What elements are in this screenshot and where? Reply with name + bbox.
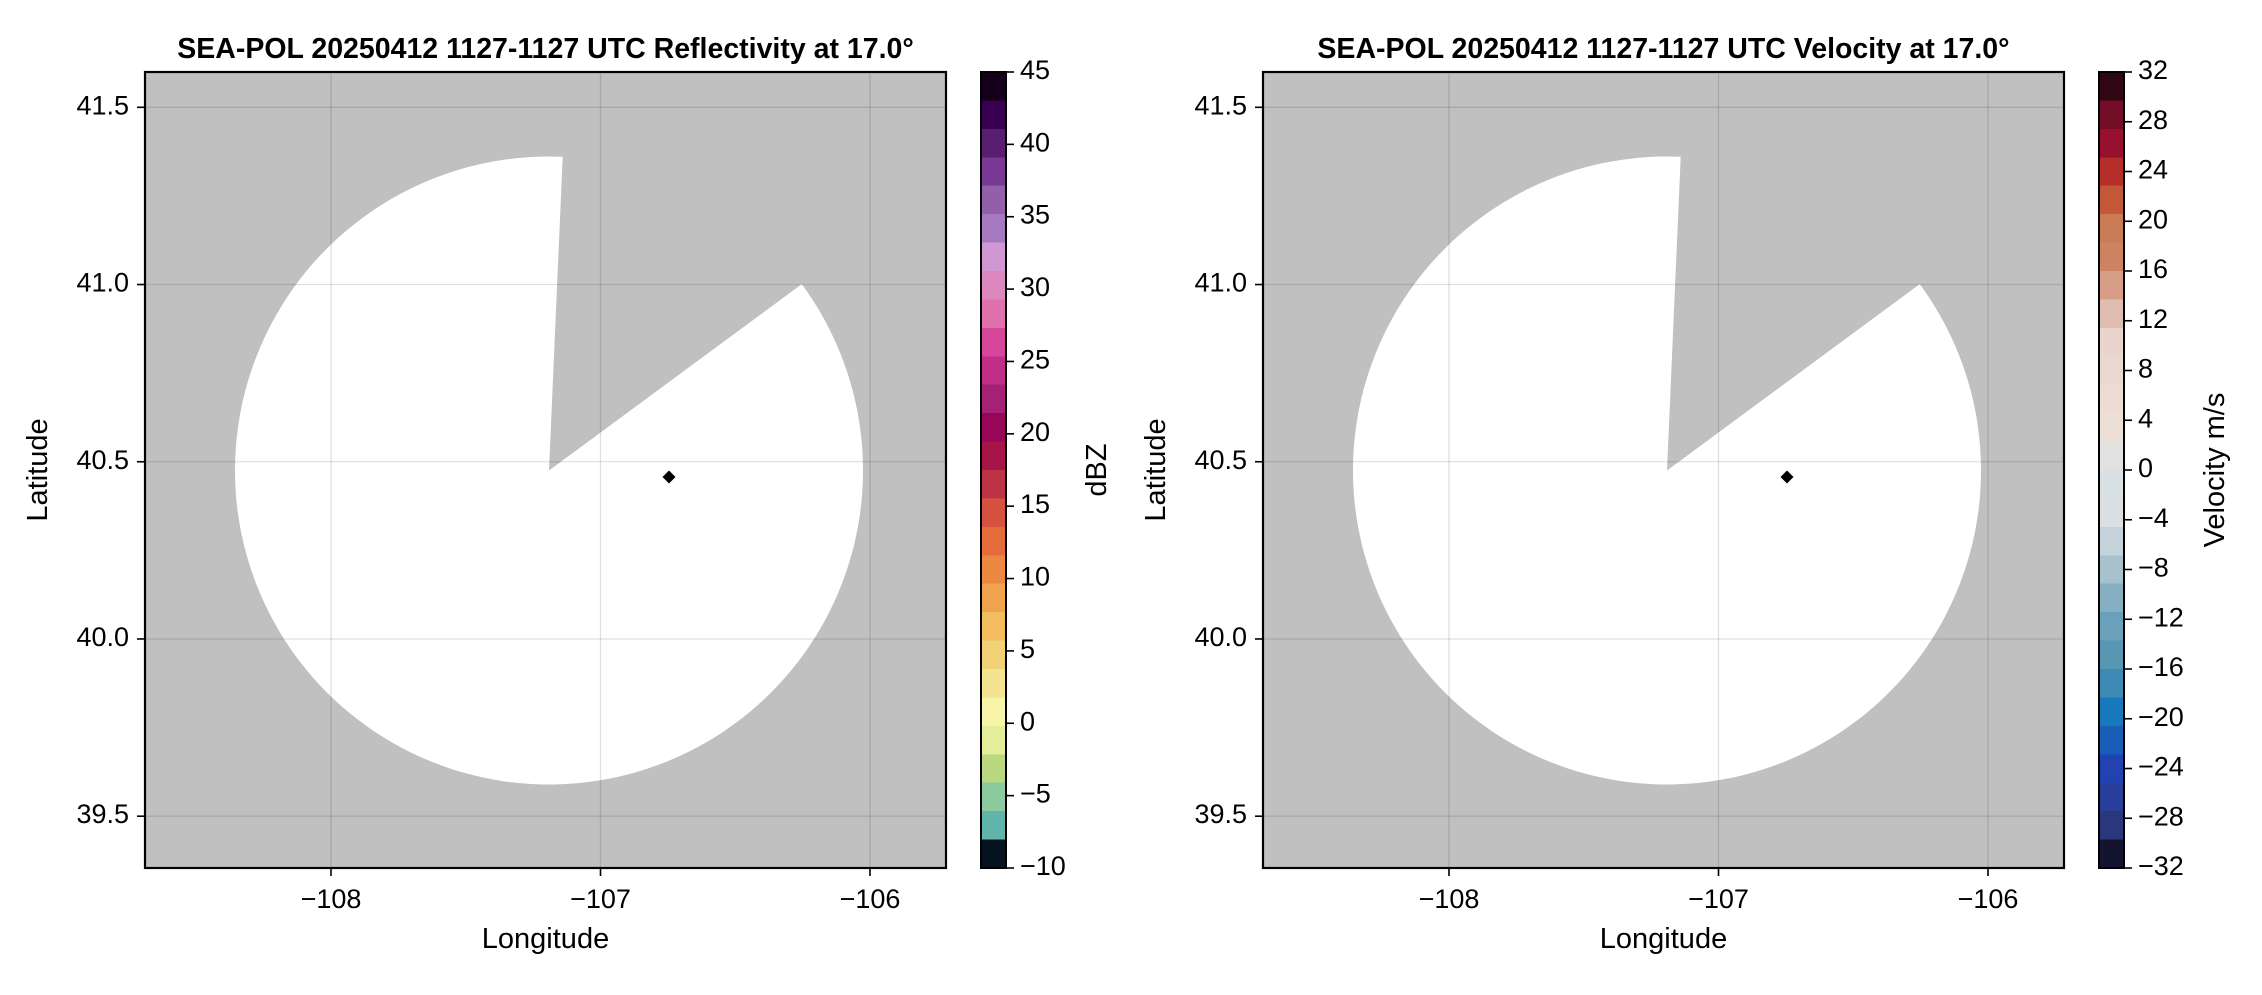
- svg-text:0: 0: [1020, 706, 1035, 736]
- svg-text:25: 25: [1020, 344, 1050, 374]
- svg-text:0: 0: [2138, 453, 2153, 483]
- svg-text:−107: −107: [1688, 884, 1749, 914]
- svg-text:24: 24: [2138, 155, 2168, 185]
- svg-text:−108: −108: [301, 884, 362, 914]
- svg-text:8: 8: [2138, 354, 2153, 384]
- svg-text:−106: −106: [1958, 884, 2019, 914]
- svg-text:dBZ: dBZ: [1081, 443, 1113, 496]
- svg-text:SEA-POL 20250412 1127-1127 UTC: SEA-POL 20250412 1127-1127 UTC Reflectiv…: [177, 33, 913, 65]
- svg-text:−12: −12: [2138, 602, 2184, 632]
- svg-text:Velocity m/s: Velocity m/s: [2199, 393, 2231, 548]
- svg-text:39.5: 39.5: [76, 799, 129, 829]
- svg-text:30: 30: [1020, 272, 1050, 302]
- svg-text:4: 4: [2138, 403, 2153, 433]
- svg-text:12: 12: [2138, 304, 2168, 334]
- svg-text:−32: −32: [2138, 851, 2184, 881]
- svg-text:41.0: 41.0: [1194, 268, 1247, 298]
- svg-text:10: 10: [1020, 562, 1050, 592]
- svg-text:Longitude: Longitude: [482, 923, 609, 955]
- svg-text:Longitude: Longitude: [1600, 923, 1727, 955]
- svg-text:41.0: 41.0: [76, 268, 129, 298]
- svg-text:16: 16: [2138, 254, 2168, 284]
- svg-text:15: 15: [1020, 489, 1050, 519]
- svg-text:−5: −5: [1020, 779, 1051, 809]
- svg-text:−24: −24: [2138, 752, 2184, 782]
- svg-text:−108: −108: [1419, 884, 1480, 914]
- svg-text:45: 45: [1020, 55, 1050, 85]
- svg-text:32: 32: [2138, 55, 2168, 85]
- svg-text:−28: −28: [2138, 801, 2184, 831]
- svg-text:20: 20: [2138, 204, 2168, 234]
- svg-text:39.5: 39.5: [1194, 799, 1247, 829]
- svg-text:40.0: 40.0: [1194, 622, 1247, 652]
- svg-text:−8: −8: [2138, 553, 2169, 583]
- svg-text:28: 28: [2138, 105, 2168, 135]
- svg-text:40.5: 40.5: [76, 445, 129, 475]
- svg-text:40: 40: [1020, 127, 1050, 157]
- svg-text:Latitude: Latitude: [22, 418, 54, 521]
- svg-text:41.5: 41.5: [1194, 90, 1247, 120]
- svg-text:−16: −16: [2138, 652, 2184, 682]
- svg-text:−10: −10: [1020, 851, 1066, 881]
- svg-text:−107: −107: [570, 884, 631, 914]
- svg-text:40.0: 40.0: [76, 622, 129, 652]
- svg-text:35: 35: [1020, 200, 1050, 230]
- svg-text:SEA-POL 20250412 1127-1127 UTC: SEA-POL 20250412 1127-1127 UTC Velocity …: [1317, 33, 2009, 65]
- svg-text:5: 5: [1020, 634, 1035, 664]
- svg-text:−106: −106: [840, 884, 901, 914]
- svg-text:−20: −20: [2138, 702, 2184, 732]
- svg-text:Latitude: Latitude: [1140, 418, 1172, 521]
- svg-text:40.5: 40.5: [1194, 445, 1247, 475]
- svg-text:20: 20: [1020, 417, 1050, 447]
- svg-text:−4: −4: [2138, 503, 2169, 533]
- svg-text:41.5: 41.5: [76, 90, 129, 120]
